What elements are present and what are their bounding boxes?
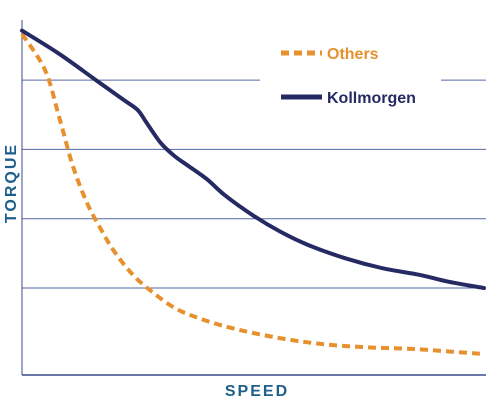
y-axis-title: TORQUE <box>3 143 20 223</box>
series-line-others <box>20 32 485 356</box>
legend-label-others: Others <box>327 46 379 63</box>
series-line-kollmorgen <box>20 28 486 290</box>
legend: Others Kollmorgen <box>260 27 441 123</box>
legend-box <box>260 27 441 123</box>
x-axis-title: SPEED <box>225 383 289 400</box>
series-lines <box>20 28 486 356</box>
legend-label-kollmorgen: Kollmorgen <box>327 90 416 107</box>
